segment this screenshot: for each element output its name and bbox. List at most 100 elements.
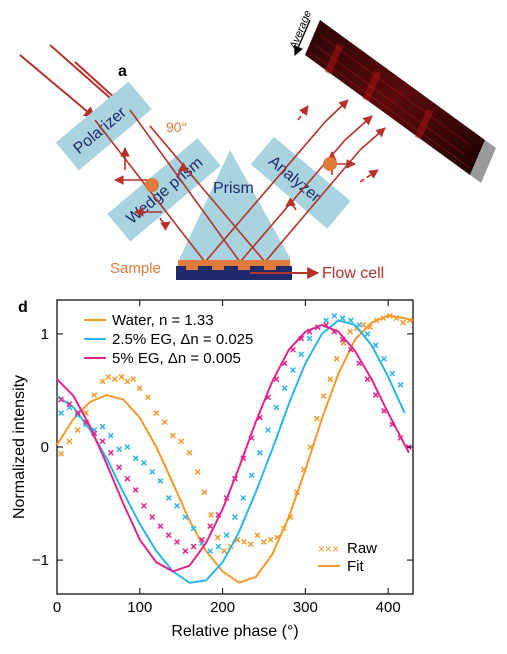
raw-point bbox=[290, 367, 296, 374]
raw-point bbox=[124, 444, 131, 450]
x-tick-label: 100 bbox=[127, 599, 152, 616]
x-tick-label: 0 bbox=[53, 599, 61, 616]
raw-point bbox=[327, 376, 334, 383]
legend-top: Water, n = 1.33 2.5% EG, Δn = 0.025 5% E… bbox=[84, 312, 253, 367]
x-axis-label: Relative phase (°) bbox=[171, 623, 298, 640]
raw-point bbox=[347, 317, 354, 324]
panel-d-label: d bbox=[18, 299, 28, 316]
raw-point bbox=[323, 321, 330, 328]
sample-layer bbox=[178, 260, 290, 266]
series-2 bbox=[56, 321, 412, 573]
raw-point bbox=[124, 378, 131, 385]
raw-point bbox=[223, 494, 230, 501]
raw-point bbox=[66, 438, 73, 445]
x-tick-label: 200 bbox=[210, 599, 235, 616]
raw-point bbox=[201, 489, 208, 496]
raw-point bbox=[58, 410, 65, 417]
raw-point bbox=[194, 468, 201, 475]
legend-label-fit: Fit bbox=[347, 558, 364, 575]
raw-point bbox=[380, 315, 387, 322]
raw-point bbox=[273, 404, 280, 411]
raw-point bbox=[306, 335, 313, 342]
sample-label: Sample bbox=[110, 260, 161, 277]
raw-point bbox=[367, 324, 373, 331]
raw-point bbox=[178, 438, 185, 445]
prism bbox=[180, 150, 290, 258]
raw-point bbox=[165, 532, 172, 539]
raw-point bbox=[356, 360, 363, 367]
series-layer bbox=[56, 312, 414, 584]
legend-label-raw: Raw bbox=[347, 540, 377, 557]
raw-point bbox=[254, 532, 261, 539]
polarizer-box bbox=[55, 81, 152, 171]
raw-point bbox=[400, 319, 406, 326]
raw-point bbox=[373, 317, 380, 324]
rotation-arrows bbox=[159, 162, 297, 231]
raw-point bbox=[198, 536, 205, 543]
raw-point bbox=[281, 360, 288, 367]
polarization-dot-right bbox=[323, 157, 337, 171]
x-tick-label: 300 bbox=[293, 599, 318, 616]
prism-label: Prism bbox=[213, 180, 254, 197]
raw-point bbox=[58, 396, 65, 403]
raw-point bbox=[157, 523, 164, 530]
raw-point bbox=[389, 421, 396, 428]
raw-point bbox=[290, 346, 296, 353]
raw-point bbox=[372, 342, 379, 349]
raw-point bbox=[182, 548, 189, 554]
legend-label-eg5: 5% EG, Δn = 0.005 bbox=[112, 350, 241, 367]
raw-point bbox=[389, 370, 396, 377]
raw-point bbox=[105, 373, 112, 380]
y-axis-label: Normalized intensity bbox=[11, 375, 28, 519]
raw-point bbox=[300, 466, 307, 473]
raw-point bbox=[265, 394, 272, 401]
raw-point bbox=[320, 393, 327, 400]
raw-point bbox=[140, 502, 147, 509]
raw-point bbox=[240, 455, 247, 462]
analyzer-box bbox=[250, 136, 351, 229]
raw-point bbox=[207, 548, 214, 554]
raw-point bbox=[107, 449, 114, 456]
beam-paths bbox=[94, 99, 386, 263]
angle-label: 90° bbox=[166, 119, 187, 135]
y-tick-label: 1 bbox=[41, 326, 49, 343]
raw-point bbox=[214, 534, 221, 541]
raw-point bbox=[331, 328, 338, 335]
raw-point bbox=[116, 464, 123, 471]
raw-point bbox=[174, 502, 180, 509]
raw-point bbox=[406, 317, 413, 324]
raw-point bbox=[232, 514, 238, 521]
panel-a-schematic: a Prism Polarizer Wedge prism Analyzer bbox=[19, 9, 496, 282]
fit-line-2 bbox=[56, 323, 410, 573]
raw-point bbox=[223, 532, 230, 539]
average-arrow bbox=[293, 19, 311, 56]
raw-point bbox=[314, 324, 321, 331]
raw-point bbox=[397, 435, 404, 441]
flow-cell-label: Flow cell bbox=[322, 265, 384, 282]
legend-label-water: Water, n = 1.33 bbox=[112, 312, 214, 329]
raw-point bbox=[190, 525, 197, 532]
raw-point bbox=[165, 494, 172, 501]
raw-point bbox=[116, 446, 123, 453]
raw-point bbox=[66, 401, 73, 407]
raw-point bbox=[124, 475, 131, 482]
raw-point bbox=[91, 392, 98, 398]
raw-point bbox=[381, 407, 387, 414]
raw-point bbox=[256, 414, 263, 421]
raw-point bbox=[207, 523, 214, 530]
raw-point bbox=[157, 477, 164, 484]
raw-point bbox=[161, 419, 168, 426]
raw-point bbox=[273, 376, 280, 383]
raw-point bbox=[397, 381, 404, 388]
legend-label-eg25: 2.5% EG, Δn = 0.025 bbox=[112, 331, 253, 348]
raw-point bbox=[58, 450, 65, 457]
raw-point bbox=[130, 376, 137, 383]
camera-image bbox=[305, 20, 496, 183]
raw-point bbox=[281, 385, 288, 392]
raw-point bbox=[381, 355, 387, 362]
raw-point bbox=[393, 315, 400, 322]
raw-point bbox=[298, 351, 305, 358]
raw-point bbox=[274, 534, 281, 541]
interference-fringes bbox=[324, 43, 434, 140]
raw-point bbox=[186, 449, 193, 456]
